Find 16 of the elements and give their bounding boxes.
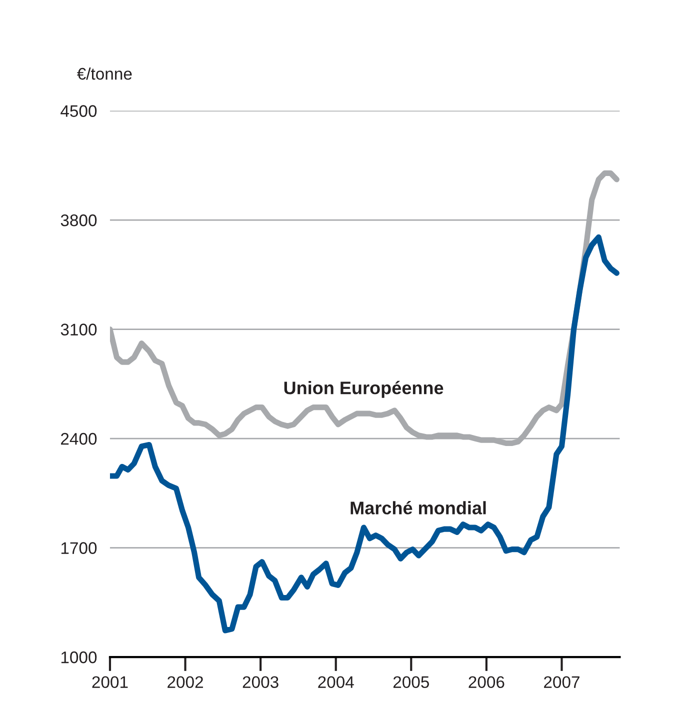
x-tick-label: 2003 <box>242 676 278 688</box>
y-tick-label: 1000 <box>61 651 97 664</box>
series-label: Union Européenne <box>284 380 444 398</box>
y-tick-label: 3800 <box>60 214 97 226</box>
y-axis-title: €/tonne <box>76 67 132 80</box>
y-tick-label: 2400 <box>61 432 97 445</box>
x-tick-label: 2002 <box>168 676 203 688</box>
x-tick-label: 2007 <box>544 676 580 688</box>
y-tick-label: 3100 <box>60 324 97 336</box>
x-tick-label: 2005 <box>393 676 429 688</box>
x-tick-label: 2006 <box>468 676 504 688</box>
series-label: Marché mondial <box>350 500 486 514</box>
x-tick-label: 2001 <box>92 676 128 688</box>
y-tick-label: 4500 <box>60 105 97 117</box>
y-tick-label: 1700 <box>61 542 97 554</box>
x-tick-label: 2004 <box>318 676 354 688</box>
